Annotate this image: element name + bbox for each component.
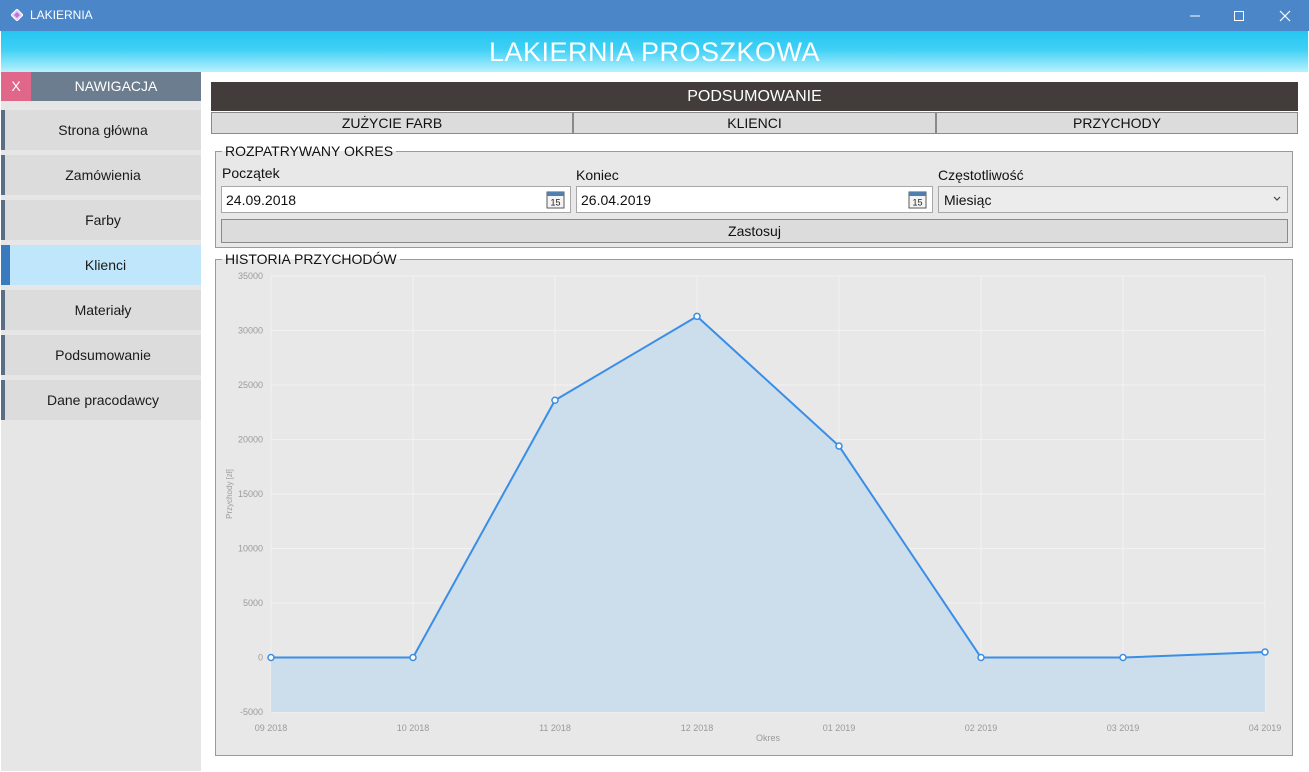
revenue-chart: -5000 0 5000 10000 15000 20000 25000 30000 35000… xyxy=(225,271,1282,743)
x-tick-label: 11 2018 xyxy=(539,723,571,733)
apply-button[interactable]: Zastosuj xyxy=(221,219,1288,243)
minimize-icon xyxy=(1190,15,1200,17)
tab-zuzycie-farb[interactable]: ZUŻYCIE FARB xyxy=(211,112,573,134)
y-tick-label: 20000 xyxy=(238,435,263,445)
tab-klienci[interactable]: KLIENCI xyxy=(573,112,936,134)
y-tick-label: 25000 xyxy=(238,380,263,390)
chevron-down-icon xyxy=(1273,196,1281,201)
x-tick-label: 04 2019 xyxy=(1249,723,1282,733)
x-tick-label: 01 2019 xyxy=(823,723,856,733)
x-tick-label: 03 2019 xyxy=(1107,723,1140,733)
end-date-picker[interactable]: 26.04.2019 15 xyxy=(576,186,933,213)
sidebar-item-materialy[interactable]: Materiały xyxy=(1,290,201,330)
calendar-icon[interactable]: 15 xyxy=(546,190,565,209)
minimize-button[interactable] xyxy=(1172,0,1218,31)
data-point xyxy=(977,653,985,662)
series-line xyxy=(271,315,1266,659)
nav-close-button[interactable]: X xyxy=(1,72,31,101)
data-point xyxy=(1261,648,1269,656)
y-tick-label: 15000 xyxy=(238,489,263,499)
data-point xyxy=(551,396,559,405)
x-tick-label: 12 2018 xyxy=(681,723,714,733)
data-point xyxy=(409,653,417,662)
sidebar-item-strona-glowna[interactable]: Strona główna xyxy=(1,110,201,150)
maximize-button[interactable] xyxy=(1216,0,1262,31)
y-tick-label: 10000 xyxy=(238,544,263,554)
x-tick-label: 10 2018 xyxy=(397,723,430,733)
calendar-icon[interactable]: 15 xyxy=(908,190,927,209)
data-point xyxy=(693,312,701,321)
nav-title: NAWIGACJA xyxy=(74,78,158,94)
frequency-select[interactable]: Miesiąc xyxy=(938,186,1288,213)
y-tick-label: 30000 xyxy=(238,326,263,336)
svg-text:15: 15 xyxy=(550,198,560,208)
sidebar-item-podsumowanie[interactable]: Podsumowanie xyxy=(1,335,201,375)
sidebar: X NAWIGACJA Strona główna Zamówienia Far… xyxy=(1,72,201,771)
window-titlebar: LAKIERNIA xyxy=(0,0,1309,31)
maximize-icon xyxy=(1234,11,1244,21)
app-diamond-icon xyxy=(11,9,23,21)
start-date-picker[interactable]: 24.09.2018 15 xyxy=(221,186,571,213)
close-icon xyxy=(1279,10,1291,22)
data-point xyxy=(1119,653,1127,662)
y-tick-label: 35000 xyxy=(238,271,263,281)
end-date-value: 26.04.2019 xyxy=(581,192,652,208)
window-close-button[interactable] xyxy=(1262,0,1308,31)
svg-text:15: 15 xyxy=(912,198,922,208)
tab-przychody[interactable]: PRZYCHODY xyxy=(936,112,1298,134)
app-banner: LAKIERNIA PROSZKOWA xyxy=(1,31,1308,72)
y-tick-label: 0 xyxy=(258,653,263,663)
main-panel: PODSUMOWANIE ZUŻYCIE FARB KLIENCI PRZYCH… xyxy=(201,72,1308,771)
nav-header: X NAWIGACJA xyxy=(1,72,201,101)
y-tick-label: -5000 xyxy=(240,707,263,717)
window-title: LAKIERNIA xyxy=(30,8,93,22)
y-tick-label: 5000 xyxy=(243,598,263,608)
page-title: PODSUMOWANIE xyxy=(211,82,1298,111)
x-tick-label: 02 2019 xyxy=(965,723,998,733)
frequency-label: Częstotliwość xyxy=(938,167,1024,183)
sidebar-item-zamowienia[interactable]: Zamówienia xyxy=(1,155,201,195)
start-label: Początek xyxy=(222,165,280,181)
data-point xyxy=(835,442,843,450)
period-legend: ROZPATRYWANY OKRES xyxy=(225,143,394,159)
y-axis-title: Przychody [zł] xyxy=(225,469,234,519)
sidebar-item-farby[interactable]: Farby xyxy=(1,200,201,240)
end-label: Koniec xyxy=(576,167,619,183)
x-tick-label: 09 2018 xyxy=(255,723,288,733)
sidebar-item-klienci[interactable]: Klienci xyxy=(1,245,201,285)
history-legend: HISTORIA PRZYCHODÓW xyxy=(225,251,397,267)
series-area xyxy=(271,316,1265,712)
frequency-value: Miesiąc xyxy=(944,192,992,208)
start-date-value: 24.09.2018 xyxy=(226,192,297,208)
x-axis-title: Okres xyxy=(756,733,781,743)
sidebar-item-dane-pracodawcy[interactable]: Dane pracodawcy xyxy=(1,380,201,420)
data-point xyxy=(267,653,275,662)
